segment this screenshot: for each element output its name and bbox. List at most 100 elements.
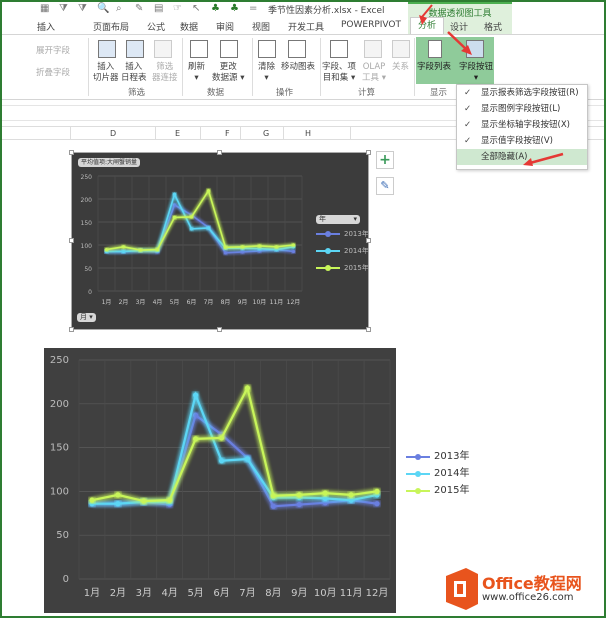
x-tick-label: 9月 bbox=[238, 299, 248, 306]
data-point bbox=[172, 192, 177, 196]
legend-item: 2013年 bbox=[316, 227, 369, 244]
menu-item-hide-all[interactable]: 全部隐藏(A) bbox=[457, 149, 587, 165]
tab-insert[interactable]: 插入 bbox=[37, 23, 56, 33]
tab-format[interactable]: 格式 bbox=[484, 23, 503, 33]
data-point bbox=[348, 492, 354, 498]
data-point bbox=[240, 245, 245, 249]
toolbar-icon[interactable]: ⧩ bbox=[78, 3, 87, 14]
axis-field-button[interactable]: 月 ▾ bbox=[77, 313, 96, 322]
x-tick-label: 8月 bbox=[221, 299, 231, 306]
large-chart-svg: 0 50 100 150 200 250 1月 2月 3月 4月 5月 6月 7月 8月 9月 10月 11月 1… bbox=[50, 355, 391, 599]
x-tick-label: 1月 bbox=[84, 587, 100, 599]
expand-field-button[interactable]: 展开字段 bbox=[36, 46, 71, 56]
collapse-field-button[interactable]: 折叠字段 bbox=[36, 68, 71, 78]
data-point bbox=[89, 497, 95, 503]
data-point bbox=[322, 495, 328, 502]
brush-icon[interactable]: ✎ bbox=[376, 177, 394, 195]
timeline-icon bbox=[126, 40, 144, 58]
print-preview-icon[interactable]: 🔍 bbox=[97, 3, 110, 14]
insert-timeline-button[interactable]: 插入 日程表 bbox=[121, 62, 147, 83]
legend-marker bbox=[415, 471, 421, 477]
column-d[interactable]: D bbox=[110, 129, 117, 138]
data-point bbox=[193, 436, 199, 442]
data-point bbox=[115, 501, 121, 507]
change-data-source-button[interactable]: 更改 数据源 ▾ bbox=[212, 62, 245, 83]
tab-powerpivot[interactable]: POWERPIVOT bbox=[341, 20, 402, 30]
field-list-button[interactable]: 字段列表 bbox=[417, 62, 452, 72]
tree-icon[interactable]: ♣ bbox=[211, 3, 220, 14]
customize-icon[interactable]: = bbox=[249, 3, 258, 14]
pivot-chart-large[interactable]: 0 50 100 150 200 250 1月 2月 3月 4月 5月 6月 7月 8月 9月 10月 11月 1… bbox=[44, 348, 396, 613]
y-tick-label: 200 bbox=[50, 399, 69, 410]
data-point bbox=[322, 500, 328, 506]
tab-review[interactable]: 审阅 bbox=[216, 23, 235, 33]
x-tick-label: 2月 bbox=[110, 587, 126, 599]
x-tick-label: 5月 bbox=[187, 587, 203, 599]
menu-item-show-legend-buttons[interactable]: ✓ 显示图例字段按钮(L) bbox=[457, 101, 587, 117]
fields-items-sets-button[interactable]: 字段、项 目和集 ▾ bbox=[322, 62, 357, 83]
tab-developer[interactable]: 开发工具 bbox=[288, 23, 325, 33]
move-chart-button[interactable]: 移动图表 bbox=[281, 62, 316, 72]
value-field-button[interactable]: 平均值项:大闸蟹销量 bbox=[78, 158, 141, 167]
x-tick-label: 4月 bbox=[162, 587, 178, 599]
y-tick-label: 250 bbox=[50, 355, 69, 366]
legend-label: 2013年 bbox=[344, 230, 369, 238]
olap-tools-button[interactable]: OLAP 工具 ▾ bbox=[362, 62, 386, 83]
insert-slicer-button[interactable]: 插入 切片器 bbox=[93, 62, 119, 83]
toolbar-icon[interactable]: ✎ bbox=[135, 3, 144, 14]
column-g[interactable]: G bbox=[263, 129, 270, 138]
menu-item-show-report-filter-buttons[interactable]: ✓ 显示报表筛选字段按钮(R) bbox=[457, 85, 587, 101]
cursor-icon[interactable]: ↖ bbox=[192, 3, 201, 14]
menu-item-show-value-buttons[interactable]: ✓ 显示值字段按钮(V) bbox=[457, 133, 587, 149]
office26-logo: Office教程网 www.office26.com bbox=[442, 566, 602, 614]
y-tick-label: 100 bbox=[50, 486, 69, 497]
y-tick-label: 200 bbox=[81, 197, 93, 204]
relationships-button[interactable]: 关系 bbox=[392, 62, 410, 72]
data-point bbox=[121, 245, 126, 249]
zoom-icon[interactable]: ⌕ bbox=[116, 3, 122, 14]
plus-icon[interactable]: + bbox=[376, 151, 394, 169]
clear-button[interactable]: 清除 ▾ bbox=[258, 62, 276, 83]
series-line-2015年 bbox=[106, 188, 294, 251]
tab-formulas[interactable]: 公式 bbox=[147, 23, 166, 33]
x-tick-label: 5月 bbox=[170, 299, 180, 306]
tree-icon[interactable]: ♣ bbox=[230, 3, 239, 14]
toolbar-icon[interactable]: ▦ bbox=[40, 3, 50, 14]
filter-connections-button[interactable]: 筛选 器连接 bbox=[152, 62, 178, 83]
data-point bbox=[223, 251, 228, 255]
pivot-chart-small[interactable]: 0 50 100 150 200 250 1月 2月 3月 4月 5月 6月 7月 8月 9月 10月 11月 1… bbox=[71, 152, 369, 330]
menu-item-show-axis-buttons[interactable]: ✓ 显示坐标轴字段按钮(X) bbox=[457, 117, 587, 133]
data-point bbox=[257, 244, 262, 248]
x-tick-label: 1月 bbox=[102, 299, 112, 306]
tab-page-layout[interactable]: 页面布局 bbox=[93, 23, 130, 33]
x-tick-label: 6月 bbox=[187, 299, 197, 306]
legend-label: 2013年 bbox=[434, 451, 470, 462]
refresh-button[interactable]: 刷新 ▾ bbox=[188, 62, 206, 83]
check-icon: ✓ bbox=[464, 88, 472, 98]
relationships-icon bbox=[392, 40, 410, 58]
tab-data[interactable]: 数据 bbox=[180, 23, 199, 33]
legend-label: 2014年 bbox=[434, 468, 470, 479]
refresh-icon bbox=[190, 40, 208, 58]
toolbar-icon[interactable]: ▤ bbox=[154, 3, 164, 14]
column-h[interactable]: H bbox=[305, 129, 312, 138]
legend-field-button[interactable]: 年 ▾ bbox=[316, 215, 360, 224]
data-point bbox=[155, 248, 160, 252]
olap-icon bbox=[364, 40, 382, 58]
tab-design[interactable]: 设计 bbox=[450, 23, 469, 33]
toolbar-icon[interactable]: ☞ bbox=[173, 3, 182, 14]
data-point bbox=[141, 498, 147, 504]
toolbar-icon[interactable]: ⧩ bbox=[59, 3, 68, 14]
x-tick-label: 9月 bbox=[291, 587, 307, 599]
tab-view[interactable]: 视图 bbox=[252, 23, 271, 33]
y-tick-label: 250 bbox=[81, 174, 93, 181]
field-buttons-button[interactable]: 字段按钮 ▾ bbox=[459, 62, 494, 83]
column-f[interactable]: F bbox=[225, 129, 230, 138]
legend-marker bbox=[415, 454, 421, 460]
y-tick-label: 50 bbox=[84, 266, 92, 273]
column-e[interactable]: E bbox=[175, 129, 181, 138]
y-tick-label: 50 bbox=[56, 530, 69, 541]
tab-analyze[interactable]: 分析 bbox=[410, 17, 445, 34]
quick-access-toolbar: ▦ ⧩ ⧩ 🔍 ⌕ ✎ ▤ ☞ ↖ ♣ ♣ = bbox=[0, 0, 262, 18]
series-line-2014年 bbox=[91, 391, 378, 505]
